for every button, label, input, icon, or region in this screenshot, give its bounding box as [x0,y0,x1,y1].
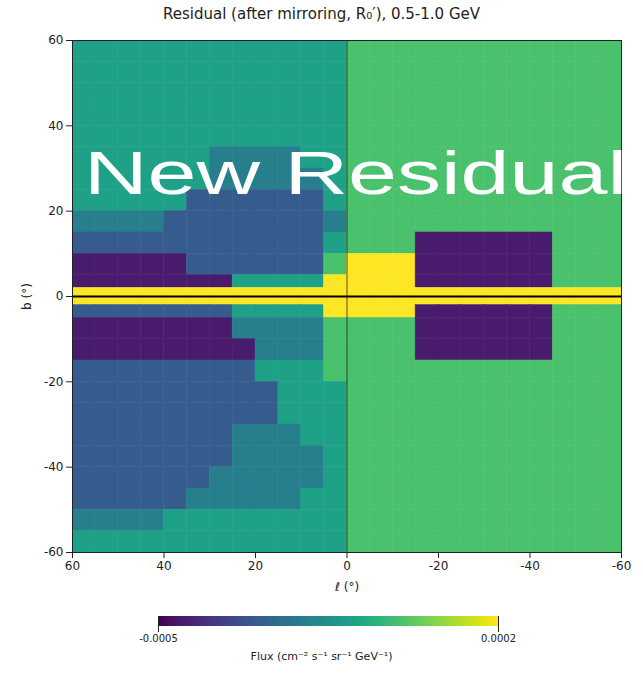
svg-text:0.0002: 0.0002 [481,633,516,644]
svg-text:60: 60 [65,559,80,573]
svg-text:b (°): b (°) [20,283,34,310]
svg-text:-20: -20 [44,375,64,389]
svg-text:20: 20 [248,559,263,573]
svg-text:-40: -40 [520,559,540,573]
svg-text:0: 0 [343,559,351,573]
svg-text:-0.0005: -0.0005 [139,633,178,644]
svg-text:-60: -60 [44,545,64,559]
svg-text:New Residual: New Residual [84,138,627,207]
svg-text:60: 60 [48,33,63,47]
svg-text:ℓ (°): ℓ (°) [334,580,359,594]
html-text:Residual (after mirroring, R₀′: Residual (after mirroring, R₀′), 0.5-1.0… [163,5,480,23]
html-text:Flux (cm⁻² s⁻¹ sr⁻¹ GeV⁻¹): Flux (cm⁻² s⁻¹ sr⁻¹ GeV⁻¹) [250,650,393,663]
svg-text:40: 40 [156,559,171,573]
svg-text:0: 0 [56,289,64,303]
svg-text:-60: -60 [612,559,632,573]
svg-text:-40: -40 [44,460,64,474]
svg-text:-20: -20 [429,559,449,573]
svg-text:20: 20 [48,204,63,218]
svg-text:40: 40 [48,119,63,133]
